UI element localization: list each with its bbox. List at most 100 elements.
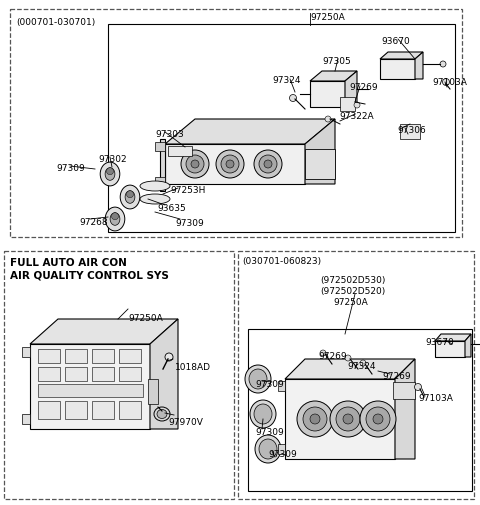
Text: (030701-060823): (030701-060823) <box>242 257 321 266</box>
Text: 97322A: 97322A <box>339 112 373 121</box>
Circle shape <box>320 350 326 357</box>
Bar <box>22 414 30 424</box>
Text: 97103A: 97103A <box>418 393 453 402</box>
Text: 97253H: 97253H <box>170 186 205 194</box>
Text: 93670: 93670 <box>425 337 454 346</box>
Polygon shape <box>30 319 178 344</box>
Polygon shape <box>285 359 415 379</box>
Circle shape <box>111 213 119 220</box>
Bar <box>22 347 30 358</box>
Bar <box>155 143 165 152</box>
Circle shape <box>259 156 277 174</box>
Bar <box>38 401 60 419</box>
Polygon shape <box>285 379 395 459</box>
Ellipse shape <box>249 369 267 389</box>
Circle shape <box>345 356 351 361</box>
Circle shape <box>303 407 327 431</box>
Bar <box>119 401 141 419</box>
Polygon shape <box>305 120 335 185</box>
Text: 97269: 97269 <box>349 83 378 92</box>
Text: 97306: 97306 <box>397 126 426 135</box>
Text: 97302: 97302 <box>98 155 127 164</box>
Polygon shape <box>395 359 415 459</box>
Polygon shape <box>380 53 423 60</box>
Text: 97324: 97324 <box>272 76 300 85</box>
Bar <box>65 401 87 419</box>
Circle shape <box>264 161 272 169</box>
Circle shape <box>354 103 360 109</box>
Text: FULL AUTO AIR CON: FULL AUTO AIR CON <box>10 258 127 268</box>
Bar <box>278 381 285 391</box>
Ellipse shape <box>140 182 170 191</box>
Circle shape <box>360 360 366 366</box>
Bar <box>92 349 114 363</box>
Circle shape <box>107 168 113 175</box>
Circle shape <box>221 156 239 174</box>
Text: 1018AD: 1018AD <box>175 362 211 371</box>
Text: (000701-030701): (000701-030701) <box>16 18 95 27</box>
Bar <box>4 251 234 499</box>
Bar <box>108 25 455 232</box>
Text: 97970V: 97970V <box>168 417 203 426</box>
Text: 97305: 97305 <box>322 57 351 66</box>
Circle shape <box>254 150 282 179</box>
Circle shape <box>127 191 133 198</box>
Text: 97303: 97303 <box>155 130 184 139</box>
Polygon shape <box>415 53 423 80</box>
Bar <box>238 251 474 499</box>
Ellipse shape <box>100 163 120 186</box>
Bar <box>65 367 87 381</box>
Circle shape <box>360 401 396 437</box>
Circle shape <box>373 414 383 424</box>
Text: 97250A: 97250A <box>310 13 345 22</box>
Polygon shape <box>30 344 150 429</box>
Ellipse shape <box>245 365 271 393</box>
Circle shape <box>336 407 360 431</box>
Bar <box>155 178 165 187</box>
Circle shape <box>440 62 446 68</box>
Polygon shape <box>160 140 165 191</box>
Ellipse shape <box>125 191 135 204</box>
Bar <box>278 444 285 454</box>
Text: (972502D520): (972502D520) <box>320 286 385 295</box>
Circle shape <box>289 95 297 103</box>
Ellipse shape <box>254 404 272 424</box>
Text: 97250A: 97250A <box>128 314 163 322</box>
Text: 97309: 97309 <box>255 379 284 388</box>
Circle shape <box>216 150 244 179</box>
Text: 97268: 97268 <box>79 218 108 227</box>
Polygon shape <box>310 82 345 108</box>
Circle shape <box>343 414 353 424</box>
Bar <box>38 349 60 363</box>
Bar <box>119 367 141 381</box>
Ellipse shape <box>255 435 281 463</box>
Ellipse shape <box>140 194 170 205</box>
Text: 97309: 97309 <box>175 219 204 228</box>
Text: 97269: 97269 <box>382 371 410 380</box>
Bar <box>119 349 141 363</box>
Text: 97250A: 97250A <box>333 297 368 307</box>
Text: 97324: 97324 <box>347 361 375 370</box>
Bar <box>38 384 143 397</box>
Bar <box>340 98 355 112</box>
Circle shape <box>330 401 366 437</box>
Bar <box>10 10 462 237</box>
Ellipse shape <box>154 407 170 421</box>
Circle shape <box>310 414 320 424</box>
Circle shape <box>186 156 204 174</box>
Text: 93635: 93635 <box>157 204 186 213</box>
Bar <box>400 125 420 140</box>
Text: 97309: 97309 <box>268 449 297 458</box>
Bar <box>92 401 114 419</box>
Text: 97269: 97269 <box>318 351 347 360</box>
Bar <box>305 149 335 180</box>
Text: 97103A: 97103A <box>432 78 467 87</box>
Text: 97309: 97309 <box>255 427 284 436</box>
Ellipse shape <box>250 400 276 428</box>
Circle shape <box>191 161 199 169</box>
Ellipse shape <box>105 208 125 231</box>
Polygon shape <box>435 341 465 358</box>
Polygon shape <box>380 60 415 80</box>
Circle shape <box>415 384 421 391</box>
Circle shape <box>325 117 331 123</box>
